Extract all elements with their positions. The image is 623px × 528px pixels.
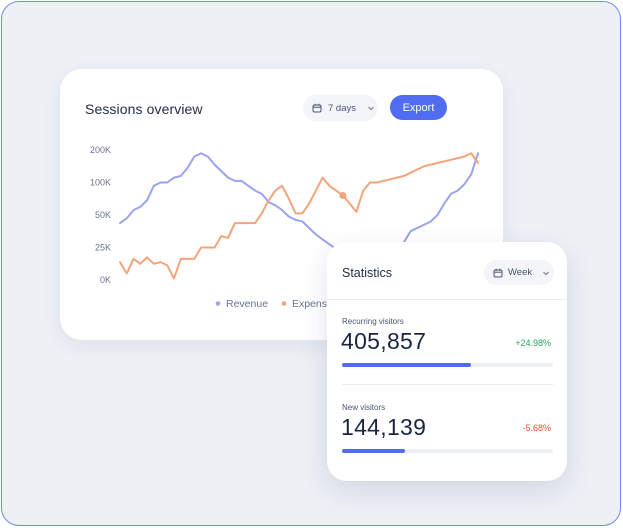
legend-marker bbox=[281, 301, 287, 306]
recurring-visitors-progress bbox=[342, 363, 553, 367]
period-dropdown[interactable]: Week bbox=[484, 260, 554, 285]
recurring-visitors-progress-fill bbox=[342, 363, 471, 367]
metric-divider bbox=[342, 384, 553, 385]
series-line-revenue bbox=[119, 152, 479, 265]
new-visitors-label: New visitors bbox=[342, 403, 386, 412]
new-visitors-progress bbox=[342, 449, 553, 453]
y-tick-label: 200K bbox=[90, 145, 111, 155]
series-line-expenses bbox=[119, 152, 479, 280]
period-label: Week bbox=[508, 267, 533, 278]
date-range-dropdown[interactable]: 7 days bbox=[303, 95, 378, 121]
sessions-overview-card: Sessions overview 7 days Export 200K 100K… bbox=[60, 69, 503, 340]
sessions-line-chart: 200K 100K 50K 25K 0K Revenue Expenses bbox=[90, 145, 479, 310]
header-divider bbox=[327, 299, 567, 300]
recurring-visitors-label: Recurring visitors bbox=[342, 317, 404, 326]
highlighted-data-point[interactable] bbox=[339, 192, 347, 199]
date-range-label: 7 days bbox=[328, 102, 356, 114]
sessions-title: Sessions overview bbox=[85, 101, 203, 117]
y-tick-label: 50K bbox=[95, 210, 111, 220]
statistics-card: Statistics Week Recurring visitors 405,8… bbox=[327, 242, 567, 481]
y-tick-label: 100K bbox=[90, 178, 111, 188]
legend-label-revenue: Revenue bbox=[226, 298, 268, 310]
y-tick-label: 0K bbox=[100, 275, 111, 285]
recurring-visitors-change: +24.98% bbox=[515, 338, 551, 348]
chevron-down-icon bbox=[543, 271, 549, 275]
legend-label-expenses: Expenses bbox=[292, 298, 338, 310]
new-visitors-change: -5.68% bbox=[522, 423, 551, 433]
chevron-down-icon bbox=[368, 106, 374, 111]
new-visitors-progress-fill bbox=[342, 449, 406, 453]
calendar-icon bbox=[312, 103, 322, 113]
recurring-visitors-value: 405,857 bbox=[341, 328, 427, 354]
y-tick-label: 25K bbox=[95, 243, 111, 253]
legend-marker bbox=[215, 301, 221, 306]
new-visitors-value: 144,139 bbox=[341, 414, 427, 440]
statistics-title: Statistics bbox=[342, 266, 393, 280]
export-button[interactable]: Export bbox=[390, 95, 447, 120]
calendar-icon bbox=[493, 268, 503, 277]
